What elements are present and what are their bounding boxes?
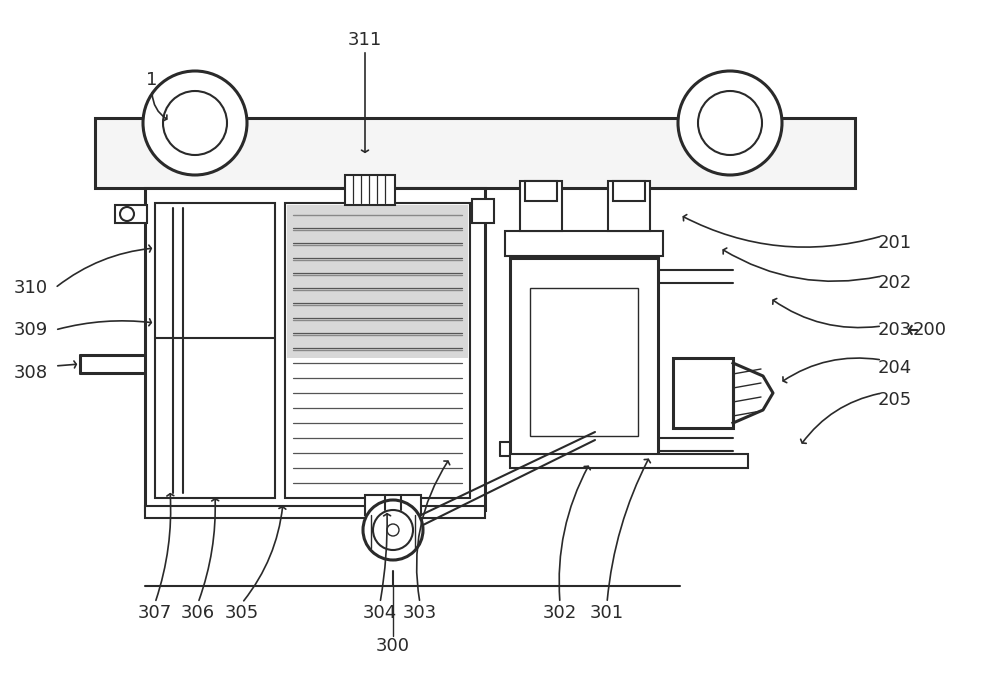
Text: 303: 303 [403, 604, 437, 622]
Bar [530, 288, 638, 436]
Text: 1: 1 [146, 71, 158, 89]
Text: 304: 304 [363, 604, 397, 622]
Text: 311: 311 [348, 31, 382, 49]
Text: 202: 202 [878, 274, 912, 292]
Bar [613, 181, 645, 201]
Bar [510, 454, 748, 468]
Text: 205: 205 [878, 391, 912, 409]
Circle shape [143, 71, 247, 175]
Text: 200: 200 [913, 321, 947, 339]
Bar [115, 205, 147, 223]
Circle shape [120, 207, 134, 221]
Text: 301: 301 [590, 604, 624, 622]
Text: 310: 310 [14, 279, 48, 297]
Bar [608, 181, 650, 231]
Bar [472, 199, 494, 223]
Bar [285, 203, 470, 498]
Bar [345, 175, 395, 205]
Bar [145, 188, 485, 510]
Text: 305: 305 [225, 604, 259, 622]
Text: 201: 201 [878, 234, 912, 252]
Circle shape [387, 524, 399, 536]
Bar [95, 118, 855, 188]
Text: 309: 309 [14, 321, 48, 339]
Text: 204: 204 [878, 359, 912, 377]
Text: 308: 308 [14, 364, 48, 382]
Bar [520, 181, 562, 231]
Text: 300: 300 [376, 637, 410, 655]
Bar [145, 506, 485, 518]
Text: 302: 302 [543, 604, 577, 622]
Bar [510, 258, 658, 456]
Bar [673, 358, 733, 428]
Bar [525, 181, 557, 201]
Circle shape [373, 510, 413, 550]
Circle shape [678, 71, 782, 175]
Bar [155, 203, 275, 498]
Bar [505, 231, 663, 256]
Circle shape [363, 500, 423, 560]
Text: 306: 306 [181, 604, 215, 622]
Bar [287, 205, 468, 358]
Text: 203: 203 [878, 321, 912, 339]
Bar [365, 495, 421, 515]
Text: 307: 307 [138, 604, 172, 622]
